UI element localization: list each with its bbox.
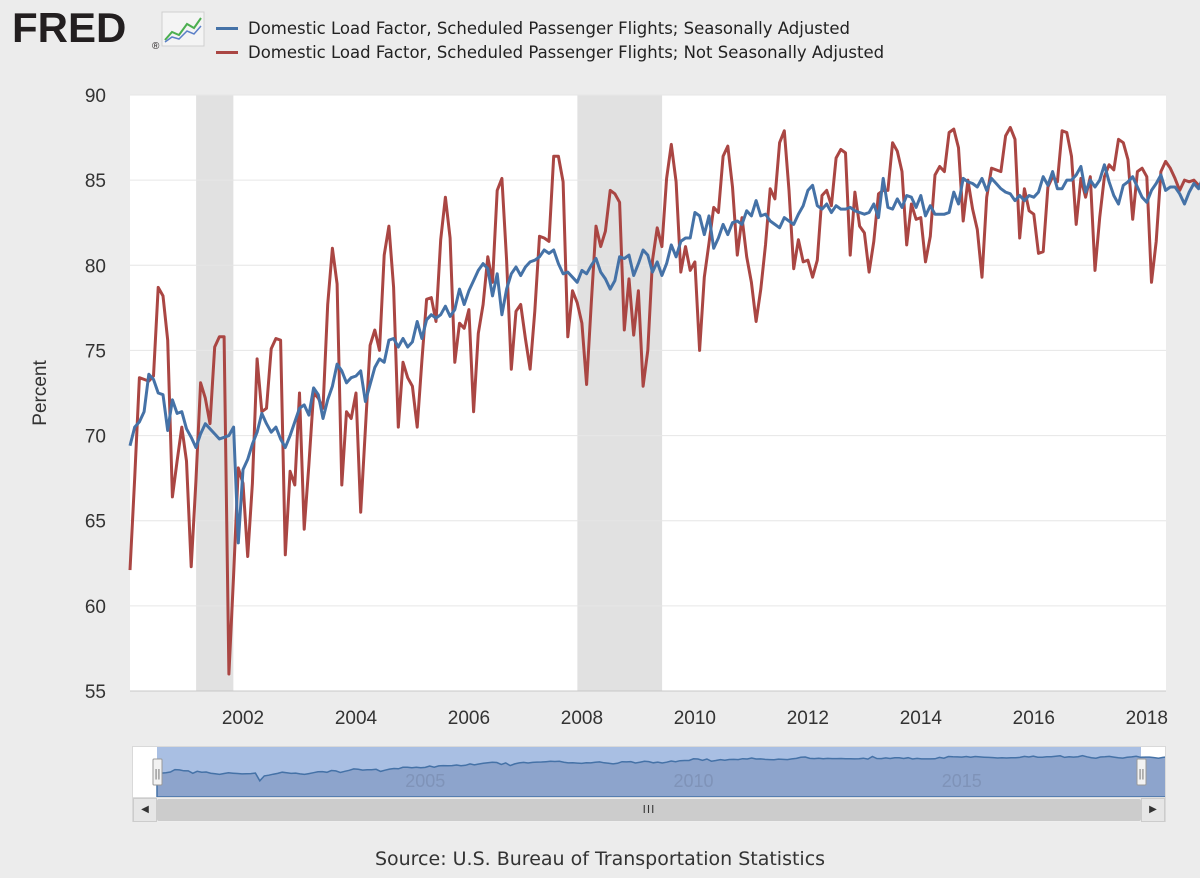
- scroll-thumb[interactable]: III: [157, 799, 1141, 821]
- navigator-tick-label: 2005: [405, 771, 445, 791]
- legend-label: Domestic Load Factor, Scheduled Passenge…: [248, 42, 885, 62]
- legend-swatch: [216, 50, 238, 54]
- y-axis-title: Percent: [30, 360, 51, 426]
- navigator-handle-right[interactable]: ||: [1136, 758, 1147, 786]
- source-caption: Source: U.S. Bureau of Transportation St…: [374, 848, 826, 870]
- y-tick-label: 90: [85, 86, 106, 107]
- navigator-tick-label: 2015: [942, 771, 982, 791]
- range-navigator[interactable]: 2005 2010 2015 || || ◀ III ▶: [132, 746, 1166, 822]
- x-tick-label: 2012: [787, 708, 829, 729]
- navigator-chart[interactable]: 2005 2010 2015 || ||: [133, 747, 1165, 797]
- y-tick-label: 85: [85, 171, 106, 192]
- y-tick-label: 70: [85, 427, 106, 448]
- x-tick-label: 2016: [1013, 708, 1055, 729]
- handle-glyph: ||: [155, 768, 161, 780]
- navigator-series-area: [156, 754, 1165, 797]
- legend-swatch: [216, 26, 238, 30]
- x-tick-label: 2010: [674, 708, 716, 729]
- legend-item-seasonally-adjusted[interactable]: Domestic Load Factor, Scheduled Passenge…: [216, 16, 884, 40]
- x-tick-label: 2014: [900, 708, 943, 729]
- fred-logo-text: FRED: [12, 4, 126, 51]
- handle-grip: [152, 758, 163, 786]
- x-tick-label: 2006: [448, 708, 490, 729]
- handle-glyph: ||: [1139, 768, 1145, 780]
- y-tick-label: 75: [85, 341, 106, 362]
- legend-item-not-seasonally-adjusted[interactable]: Domestic Load Factor, Scheduled Passenge…: [216, 40, 884, 64]
- handle-grip: [1136, 758, 1147, 786]
- series-line-seasonally-adjusted: [128, 163, 1200, 545]
- fred-logo[interactable]: FRED ®: [12, 4, 207, 52]
- legend-label: Domestic Load Factor, Scheduled Passenge…: [248, 18, 850, 38]
- x-tick-label: 2004: [335, 708, 378, 729]
- y-tick-label: 80: [85, 256, 106, 277]
- y-tick-label: 60: [85, 597, 106, 618]
- y-tick-label: 65: [85, 512, 106, 533]
- line-chart: 55 60 65 70 75 80 85 90 2002 2004 2006 2008 2010 201…: [30, 86, 1200, 729]
- recession-band: [577, 95, 663, 691]
- y-tick-label: 55: [85, 682, 106, 703]
- x-axis-ticks: 2002 2004 2006 2008 2010 2012 2014 2016 2018: [222, 708, 1168, 729]
- scroll-left-button[interactable]: ◀: [133, 798, 157, 822]
- x-tick-label: 2002: [222, 708, 264, 729]
- y-axis-ticks: 55 60 65 70 75 80 85 90: [85, 86, 106, 703]
- navigator-scrollbar[interactable]: ◀ III ▶: [133, 797, 1165, 822]
- navigator-handle-left[interactable]: ||: [152, 758, 163, 786]
- navigator-tick-label: 2010: [674, 771, 714, 791]
- series-lines: [128, 125, 1200, 676]
- chart-legend: Domestic Load Factor, Scheduled Passenge…: [216, 16, 884, 64]
- x-tick-label: 2008: [561, 708, 603, 729]
- x-tick-label: 2018: [1126, 708, 1168, 729]
- recession-shading: [196, 95, 663, 691]
- scroll-right-button[interactable]: ▶: [1141, 798, 1165, 822]
- fred-chart-icon: [161, 11, 205, 47]
- registered-mark: ®: [152, 41, 160, 52]
